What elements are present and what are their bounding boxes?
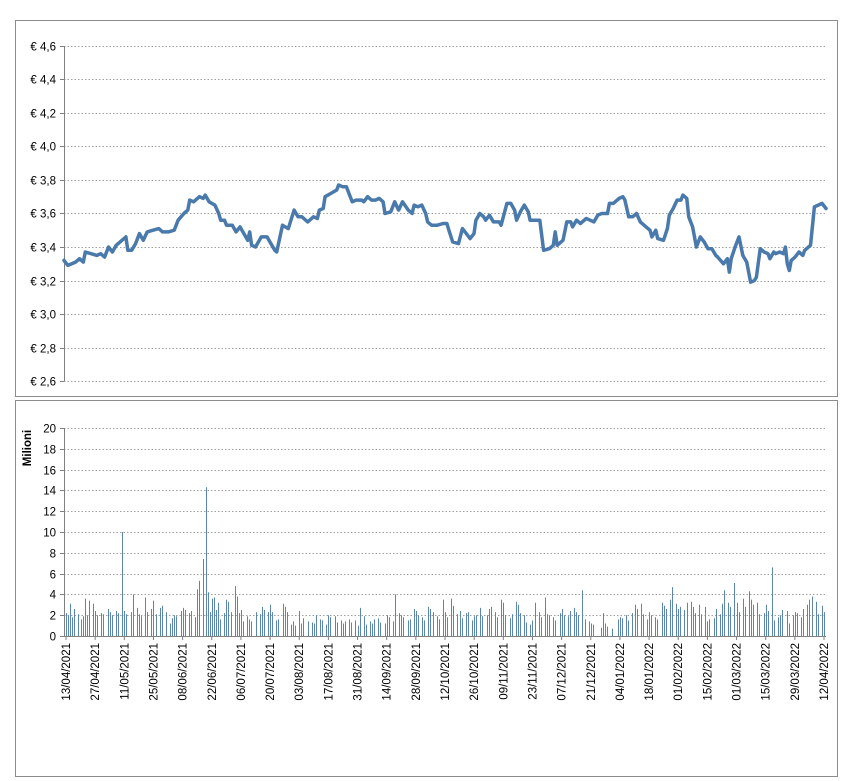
date-tick-label: 12/04/2022 xyxy=(819,643,831,701)
price-tick-label: € 4,4 xyxy=(30,75,56,87)
volume-tick-label: 14 xyxy=(43,486,56,498)
volume-y-axis-label: Milioni xyxy=(22,430,34,466)
date-tick-label: 03/08/2021 xyxy=(294,643,306,701)
volume-tick-label: 18 xyxy=(43,445,56,457)
volume-tick-label: 10 xyxy=(43,528,56,540)
date-tick-label: 27/04/2021 xyxy=(90,643,102,701)
price-gridlines xyxy=(64,46,826,382)
date-tick-label: 07/12/2021 xyxy=(557,643,569,701)
price-tick-label: € 2,6 xyxy=(30,377,56,389)
date-tick-label: 13/04/2021 xyxy=(61,643,73,701)
price-tick-label: € 3,4 xyxy=(30,243,56,255)
date-tick-label: 11/05/2021 xyxy=(119,643,131,700)
price-panel-frame xyxy=(15,20,838,397)
price-tick-label: € 3,8 xyxy=(30,176,56,188)
volume-tick-label: 4 xyxy=(50,590,57,602)
date-tick-label: 06/07/2021 xyxy=(236,643,248,701)
date-tick-label: 25/05/2021 xyxy=(149,643,161,701)
volume-tick-label: 0 xyxy=(50,632,56,644)
date-tick-label: 18/01/2022 xyxy=(644,643,656,701)
price-line xyxy=(62,183,828,284)
date-tick-label: 08/06/2021 xyxy=(178,643,190,701)
date-tick-label: 26/10/2021 xyxy=(469,643,481,701)
price-y-axis-ticks: € 2,6 € 2,8 € 3,0 € 3,2 € 3,4 € 3,6 € 3,8 € 4,0… xyxy=(30,42,65,389)
date-x-axis-ticks: 13/04/2021 27/04/2021 11/05/2021 25/05/2021… xyxy=(61,636,831,701)
date-tick-label: 28/09/2021 xyxy=(411,643,423,701)
volume-tick-label: 2 xyxy=(50,611,56,623)
price-tick-label: € 2,8 xyxy=(30,344,56,356)
volume-tick-label: 6 xyxy=(50,570,56,582)
date-tick-label: 01/03/2022 xyxy=(732,643,744,701)
date-tick-label: 09/11/2021 xyxy=(498,643,510,700)
price-tick-label: € 3,6 xyxy=(30,209,56,221)
volume-tick-label: 8 xyxy=(50,549,56,561)
date-tick-label: 01/02/2022 xyxy=(673,643,685,701)
date-tick-label: 20/07/2021 xyxy=(265,643,277,701)
volume-panel-frame xyxy=(15,400,838,777)
date-tick-label: 29/03/2022 xyxy=(790,643,802,701)
date-tick-label: 15/02/2022 xyxy=(702,643,714,701)
date-tick-label: 23/11/2021 xyxy=(528,643,540,700)
volume-series xyxy=(66,487,825,636)
price-tick-label: € 3,0 xyxy=(30,310,56,322)
volume-y-axis-ticks: 0 2 4 6 8 10 12 14 16 18 20 xyxy=(43,424,65,644)
date-tick-label: 14/09/2021 xyxy=(382,643,394,701)
date-tick-label: 31/08/2021 xyxy=(353,643,365,701)
price-tick-label: € 4,6 xyxy=(30,42,56,54)
date-tick-label: 22/06/2021 xyxy=(207,643,219,701)
date-tick-label: 21/12/2021 xyxy=(586,643,598,701)
date-tick-label: 04/01/2022 xyxy=(615,643,627,701)
date-tick-label: 12/10/2021 xyxy=(440,643,452,701)
volume-tick-label: 16 xyxy=(43,466,56,478)
volume-tick-label: 20 xyxy=(43,424,56,436)
price-tick-label: € 3,2 xyxy=(30,277,56,289)
volume-tick-label: 12 xyxy=(43,507,56,519)
date-tick-label: 17/08/2021 xyxy=(323,643,335,701)
date-tick-label: 15/03/2022 xyxy=(761,643,773,701)
price-tick-label: € 4,2 xyxy=(30,109,56,121)
price-tick-label: € 4,0 xyxy=(30,142,56,154)
price-series xyxy=(62,183,828,284)
